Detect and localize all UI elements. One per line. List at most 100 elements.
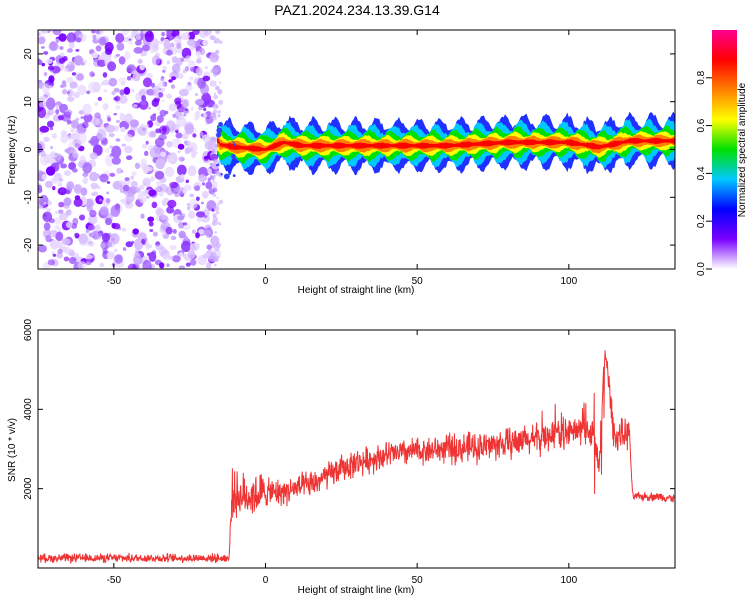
noise-blob — [135, 33, 141, 41]
noise-edge-blob — [213, 159, 217, 163]
signal-spur-blob — [220, 173, 223, 176]
noise-blob — [40, 30, 49, 35]
noise-blob — [38, 143, 43, 154]
noise-blob — [75, 129, 80, 133]
noise-blob — [170, 235, 177, 241]
noise-blob — [176, 42, 182, 50]
noise-blob — [128, 39, 133, 45]
colorbar-tick-label: 0.0 — [696, 262, 707, 276]
noise-blob — [196, 217, 203, 223]
noise-blob — [50, 69, 54, 73]
colorbar-label: Normalized spectral amplitude — [737, 82, 748, 217]
y-tick-label: -20 — [23, 237, 34, 252]
noise-blob — [189, 259, 197, 266]
y-tick-label: 20 — [23, 48, 34, 60]
noise-blob — [63, 111, 72, 118]
noise-blob — [103, 89, 108, 93]
noise-blob — [204, 172, 209, 177]
noise-blob — [152, 85, 161, 93]
noise-blob — [67, 96, 75, 102]
noise-blob — [182, 98, 190, 109]
noise-blob — [202, 112, 208, 118]
noise-blob — [166, 206, 175, 214]
noise-blob — [172, 229, 177, 234]
noise-blob — [60, 163, 67, 169]
noise-blob — [80, 187, 88, 196]
noise-blob — [60, 188, 65, 192]
signal-spur-blob — [216, 132, 222, 138]
noise-blob — [66, 76, 74, 84]
noise-blob — [115, 33, 125, 43]
noise-edge-blob — [212, 185, 215, 188]
signal-spur-blob — [231, 154, 236, 159]
noise-blob — [182, 189, 187, 194]
noise-blob — [135, 199, 141, 207]
signal-spur-blob — [223, 173, 230, 180]
noise-blob — [82, 172, 89, 178]
noise-blob — [103, 251, 108, 255]
noise-blob — [106, 181, 111, 184]
noise-blob — [38, 106, 47, 119]
noise-blob — [63, 170, 72, 177]
noise-blob — [89, 152, 98, 160]
noise-blob — [82, 162, 93, 174]
noise-blob — [40, 151, 46, 158]
noise-blob — [83, 113, 93, 123]
noise-blob — [200, 201, 204, 205]
noise-blob — [131, 171, 137, 176]
noise-blob — [161, 31, 166, 37]
noise-blob — [46, 208, 52, 212]
spectrogram-panel: -50 0 50 100 -20 -10 0 10 20 Height of straight… — [7, 29, 676, 296]
noise-blob — [43, 51, 49, 55]
noise-blob — [125, 192, 135, 203]
noise-blob — [207, 177, 211, 182]
noise-blob — [189, 47, 194, 51]
noise-blob — [50, 151, 58, 159]
noise-blob — [148, 107, 151, 110]
noise-blob — [159, 40, 163, 44]
noise-edge-blob — [212, 103, 219, 110]
y-tick-label: 6000 — [23, 318, 34, 341]
noise-blob — [63, 256, 70, 262]
noise-blob — [155, 244, 164, 251]
noise-blob — [115, 105, 121, 110]
noise-blob — [171, 63, 181, 74]
snr-x-axis-label: Height of straight line (km) — [298, 585, 415, 596]
noise-blob — [56, 252, 63, 259]
noise-blob — [194, 185, 201, 192]
noise-blob — [67, 134, 75, 141]
noise-blob — [195, 58, 202, 64]
noise-blob — [79, 155, 86, 163]
noise-blob — [177, 215, 185, 221]
noise-blob — [210, 180, 218, 190]
noise-edge-blob — [212, 255, 216, 260]
noise-blob — [51, 177, 60, 184]
noise-blob — [51, 66, 61, 74]
noise-blob — [188, 210, 196, 219]
noise-blob — [165, 30, 174, 35]
noise-blob — [168, 255, 174, 261]
noise-blob — [92, 34, 97, 39]
noise-blob — [77, 261, 87, 269]
noise-blob — [133, 255, 143, 266]
noise-blob — [142, 164, 150, 174]
noise-blob — [166, 154, 175, 164]
noise-edge-blob — [216, 203, 220, 206]
noise-blob — [74, 143, 81, 149]
noise-blob — [212, 187, 218, 193]
noise-blob — [55, 104, 60, 110]
noise-blob — [127, 263, 137, 269]
noise-blob — [180, 32, 190, 41]
noise-blob — [139, 184, 145, 190]
noise-blob — [108, 81, 112, 85]
noise-blob — [118, 179, 123, 185]
noise-blob — [141, 44, 151, 52]
noise-blob — [75, 117, 80, 121]
noise-blob — [109, 172, 116, 177]
noise-blob — [89, 171, 99, 182]
noise-blob — [96, 59, 107, 67]
noise-blob — [70, 119, 79, 129]
noise-blob — [70, 148, 77, 155]
noise-edge-blob — [216, 196, 219, 199]
noise-blob — [93, 232, 102, 240]
